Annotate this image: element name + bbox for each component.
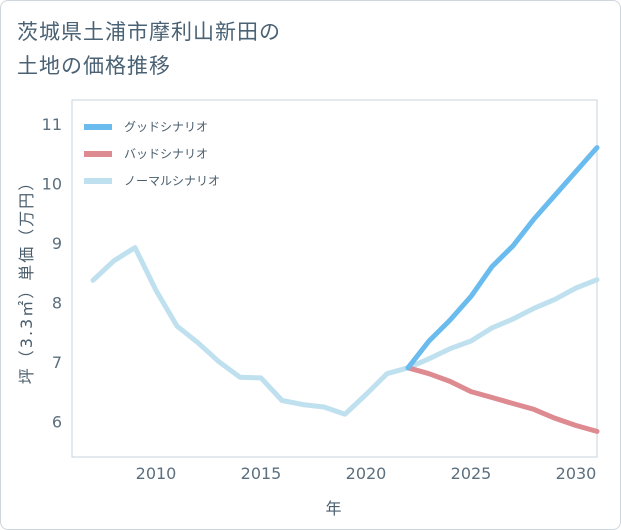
x-tick-label: 2015 [241,464,282,483]
legend-label-0: グッドシナリオ [124,120,208,134]
x-tick-label: 2025 [451,464,492,483]
y-tick-label: 11 [42,115,62,134]
series-line-2 [90,245,600,417]
y-axis-label: 坪（3.3㎡）単価（万円） [17,173,36,384]
y-tick-label: 6 [52,412,62,431]
x-tick-label: 2020 [346,464,387,483]
legend-label-2: ノーマルシナリオ [124,174,220,188]
tick-labels: 2010 2015 2020 2025 2030 6 7 8 9 10 11 [42,115,597,483]
x-tick-label: 2010 [136,464,177,483]
series-lines [90,145,600,434]
y-tick-label: 8 [52,293,62,312]
series-line-1 [405,365,600,434]
plot-frame [71,99,598,458]
y-tick-label: 10 [42,174,62,193]
legend-label-1: バッドシナリオ [124,147,208,161]
axes [71,99,598,458]
series-line-0 [405,145,600,371]
x-tick-label: 2030 [556,464,597,483]
chart-title: 茨城県土浦市摩利山新田の 土地の価格推移 [17,20,281,78]
y-tick-label: 7 [52,353,62,372]
x-axis-label: 年 [325,499,343,518]
y-tick-label: 9 [52,234,62,253]
